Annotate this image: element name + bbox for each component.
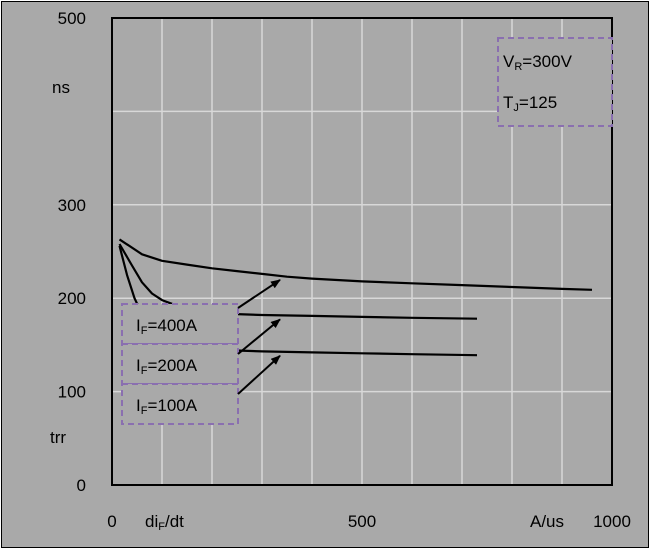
- series-label-text: IF=400A: [136, 316, 198, 337]
- series-labels: IF=400A IF=200A IF=100A: [121, 279, 281, 425]
- tj-rest: =125: [519, 93, 557, 112]
- series-label-box: [121, 343, 239, 385]
- vr-sub: R: [514, 61, 522, 73]
- grid: [112, 18, 612, 486]
- series-label-box: [121, 303, 239, 345]
- plot-frame: [111, 17, 613, 486]
- tj-base: T: [503, 93, 513, 112]
- y-tick-label: 300: [58, 196, 86, 215]
- vr-base: V: [503, 52, 515, 71]
- series-label-arrow: [237, 279, 281, 309]
- y-tick-label: 500: [58, 9, 86, 28]
- series-label-arrow: [237, 355, 281, 395]
- y-axis-label: trr: [50, 428, 66, 447]
- x-axis-unit: A/us: [530, 512, 564, 531]
- x-axis-label: diF/dt: [145, 512, 184, 533]
- series-label-text: IF=200A: [136, 356, 198, 377]
- x-tick-label: 0: [107, 512, 116, 531]
- series-label: IF=100A: [121, 355, 281, 425]
- y-tick-labels: 0 100 200 300 500: [58, 9, 86, 495]
- conditions-frame: [497, 37, 613, 127]
- y-axis-unit: ns: [52, 78, 70, 97]
- x-label-sub: F: [158, 521, 165, 533]
- vr-rest: =300V: [522, 52, 572, 71]
- x-tick-label: 500: [348, 512, 376, 531]
- y-tick-label: 0: [77, 476, 86, 495]
- series-label: IF=200A: [121, 318, 281, 385]
- condition-tj: TJ=125: [503, 93, 557, 114]
- conditions-box: VR=300V TJ=125: [497, 37, 613, 127]
- condition-vr: VR=300V: [503, 52, 573, 73]
- y-tick-label: 100: [58, 383, 86, 402]
- plot-area: [111, 17, 613, 486]
- x-tick-labels: 0 500 1000: [107, 512, 631, 531]
- series-label-arrow: [237, 318, 281, 355]
- series-line: [118, 238, 593, 291]
- x-tick-label: 1000: [593, 512, 631, 531]
- series-label: IF=400A: [121, 279, 281, 345]
- x-label-base: di: [145, 512, 158, 531]
- series-label-box: [121, 383, 239, 425]
- y-tick-label: 200: [58, 289, 86, 308]
- series-label-text: IF=100A: [136, 396, 198, 417]
- tj-sub: J: [513, 102, 519, 114]
- x-label-rest: /dt: [165, 512, 184, 531]
